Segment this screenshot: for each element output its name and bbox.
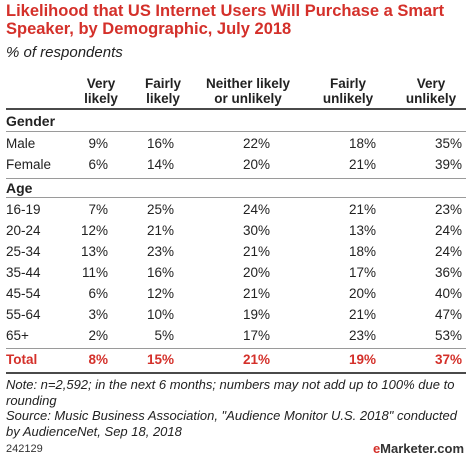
cell-value: 23%: [146, 244, 174, 259]
source-text: Source: Music Business Association, "Aud…: [6, 408, 457, 439]
cell-value: 18%: [348, 136, 376, 151]
cell-value: 23%: [348, 328, 376, 343]
cell-value: 47%: [434, 307, 462, 322]
row-label: 16-19: [6, 202, 41, 217]
table-row: 45-54 6% 12% 21% 20% 40%: [6, 284, 466, 305]
cell-value: 22%: [242, 136, 270, 151]
cell-value: 23%: [434, 202, 462, 217]
row-label: 20-24: [6, 223, 41, 238]
cell-value: 13%: [348, 223, 376, 238]
cell-value: 14%: [146, 157, 174, 172]
chart-subtitle: % of respondents: [6, 44, 123, 61]
cell-value: 9%: [88, 136, 108, 151]
cell-value: 21%: [242, 244, 270, 259]
cell-value: 21%: [242, 286, 270, 301]
group-label-gender: Gender: [6, 113, 56, 129]
total-value: 19%: [348, 352, 376, 367]
table-row: 65+ 2% 5% 17% 23% 53%: [6, 326, 466, 347]
note-text: Note: n=2,592; in the next 6 months; num…: [6, 377, 455, 408]
column-header-fairly-likely: Fairly likely: [144, 76, 182, 106]
total-value: 37%: [434, 352, 462, 367]
table-row: Female 6% 14% 20% 21% 39%: [6, 155, 466, 176]
row-label: Male: [6, 136, 36, 151]
cell-value: 16%: [146, 265, 174, 280]
cell-value: 2%: [88, 328, 108, 343]
cell-value: 21%: [348, 202, 376, 217]
table-bottom-rule: [6, 372, 466, 374]
cell-value: 6%: [88, 157, 108, 172]
table-row: 55-64 3% 10% 19% 21% 47%: [6, 305, 466, 326]
column-header-very-unlikely: Very unlikely: [405, 76, 457, 106]
cell-value: 20%: [348, 286, 376, 301]
header-divider: [6, 108, 466, 110]
table-row: 35-44 11% 16% 20% 17% 36%: [6, 263, 466, 284]
cell-value: 7%: [88, 202, 108, 217]
cell-value: 39%: [434, 157, 462, 172]
cell-value: 18%: [348, 244, 376, 259]
chart-title: Likelihood that US Internet Users Will P…: [6, 2, 445, 38]
total-row: Total 8% 15% 21% 19% 37%: [6, 350, 466, 371]
cell-value: 20%: [242, 157, 270, 172]
cell-value: 16%: [146, 136, 174, 151]
total-value: 21%: [242, 352, 270, 367]
total-value: 8%: [88, 352, 108, 367]
column-header-neither: Neither likely or unlikely: [205, 76, 291, 106]
table-row: 25-34 13% 23% 21% 18% 24%: [6, 242, 466, 263]
source-note: Note: n=2,592; in the next 6 months; num…: [6, 377, 466, 439]
chart-id: 242129: [6, 443, 43, 455]
cell-value: 13%: [80, 244, 108, 259]
column-header-very-likely: Very likely: [84, 76, 118, 106]
emarketer-logo[interactable]: eMarketer.com: [372, 441, 464, 456]
cell-value: 21%: [348, 157, 376, 172]
cell-value: 12%: [146, 286, 174, 301]
cell-value: 12%: [80, 223, 108, 238]
total-label: Total: [6, 352, 38, 367]
cell-value: 30%: [242, 223, 270, 238]
table-row: 16-19 7% 25% 24% 21% 23%: [6, 200, 466, 221]
cell-value: 36%: [434, 265, 462, 280]
cell-value: 6%: [88, 286, 108, 301]
cell-value: 20%: [242, 265, 270, 280]
row-label: 65+: [6, 328, 29, 343]
group-divider: [6, 131, 466, 132]
cell-value: 17%: [242, 328, 270, 343]
cell-value: 24%: [434, 223, 462, 238]
cell-value: 5%: [154, 328, 174, 343]
total-value: 15%: [146, 352, 174, 367]
cell-value: 19%: [242, 307, 270, 322]
total-divider: [6, 348, 466, 349]
cell-value: 25%: [146, 202, 174, 217]
cell-value: 35%: [434, 136, 462, 151]
cell-value: 17%: [348, 265, 376, 280]
cell-value: 24%: [242, 202, 270, 217]
cell-value: 21%: [348, 307, 376, 322]
cell-value: 40%: [434, 286, 462, 301]
cell-value: 10%: [146, 307, 174, 322]
row-label: Female: [6, 157, 52, 172]
row-label: 35-44: [6, 265, 41, 280]
row-label: 25-34: [6, 244, 41, 259]
row-label: 45-54: [6, 286, 41, 301]
cell-value: 53%: [434, 328, 462, 343]
cell-value: 24%: [434, 244, 462, 259]
cell-value: 3%: [88, 307, 108, 322]
row-label: 55-64: [6, 307, 41, 322]
table-row: Male 9% 16% 22% 18% 35%: [6, 134, 466, 155]
group-divider: [6, 197, 466, 198]
column-header-fairly-unlikely: Fairly unlikely: [322, 76, 374, 106]
cell-value: 21%: [146, 223, 174, 238]
cell-value: 11%: [81, 265, 108, 280]
group-label-age: Age: [6, 180, 33, 196]
group-divider: [6, 178, 466, 179]
table-row: 20-24 12% 21% 30% 13% 24%: [6, 221, 466, 242]
